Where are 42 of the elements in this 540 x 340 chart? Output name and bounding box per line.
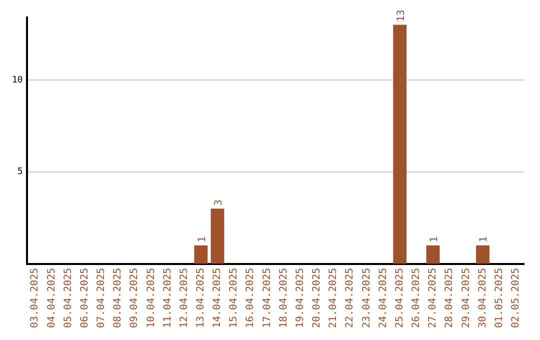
- bar: [476, 245, 490, 264]
- x-tick-label: 06.04.2025: [79, 268, 90, 328]
- x-tick-label: 28.04.2025: [444, 268, 456, 328]
- x-tick-label: 05.04.2025: [62, 268, 74, 328]
- x-tick-label: 20.04.2025: [312, 268, 323, 328]
- x-tick-label: 12.04.2025: [178, 268, 190, 328]
- x-tick-label: 17.04.2025: [262, 268, 273, 328]
- x-tick-label: 18.04.2025: [278, 268, 290, 328]
- x-tick-label: 22.04.2025: [344, 268, 356, 328]
- x-tick-label: 09.04.2025: [129, 268, 140, 328]
- bar: [393, 24, 407, 264]
- x-tick-label: 21.04.2025: [328, 268, 340, 328]
- x-tick-label: 24.04.2025: [378, 268, 389, 328]
- x-tick-label: 23.04.2025: [361, 268, 372, 328]
- bar: [426, 245, 440, 264]
- x-tick-label: 11.04.2025: [162, 268, 174, 328]
- bar: [194, 245, 208, 264]
- x-tick-label: 29.04.2025: [460, 268, 472, 328]
- y-tick-label: 5: [17, 167, 23, 178]
- data-label: 3: [213, 200, 224, 206]
- data-label: 1: [478, 236, 490, 242]
- x-tick-label: 04.04.2025: [46, 268, 58, 328]
- data-label: 13: [396, 10, 407, 22]
- y-tick-label: 10: [12, 75, 23, 86]
- x-tick-label: 13.04.2025: [196, 268, 207, 328]
- x-tick-label: 10.04.2025: [146, 268, 157, 328]
- data-label: 1: [429, 236, 440, 242]
- x-tick-label: 14.04.2025: [212, 268, 224, 328]
- x-tick-label: 27.04.2025: [428, 268, 439, 328]
- x-tick-label: 25.04.2025: [394, 268, 406, 328]
- x-tick-label: 30.04.2025: [477, 268, 488, 328]
- bar: [210, 208, 224, 264]
- x-tick-label: 01.05.2025: [494, 268, 505, 328]
- x-tick-label: 26.04.2025: [411, 268, 422, 328]
- x-tick-label: 02.05.2025: [510, 268, 522, 328]
- x-tick-label: 08.04.2025: [112, 268, 124, 328]
- x-tick-label: 15.04.2025: [228, 268, 240, 328]
- x-tick-label: 07.04.2025: [96, 268, 108, 328]
- x-tick-label: 03.04.2025: [30, 268, 41, 328]
- x-tick-label: 16.04.2025: [245, 268, 256, 328]
- x-tick-label: 19.04.2025: [294, 268, 306, 328]
- data-label: 1: [196, 236, 208, 242]
